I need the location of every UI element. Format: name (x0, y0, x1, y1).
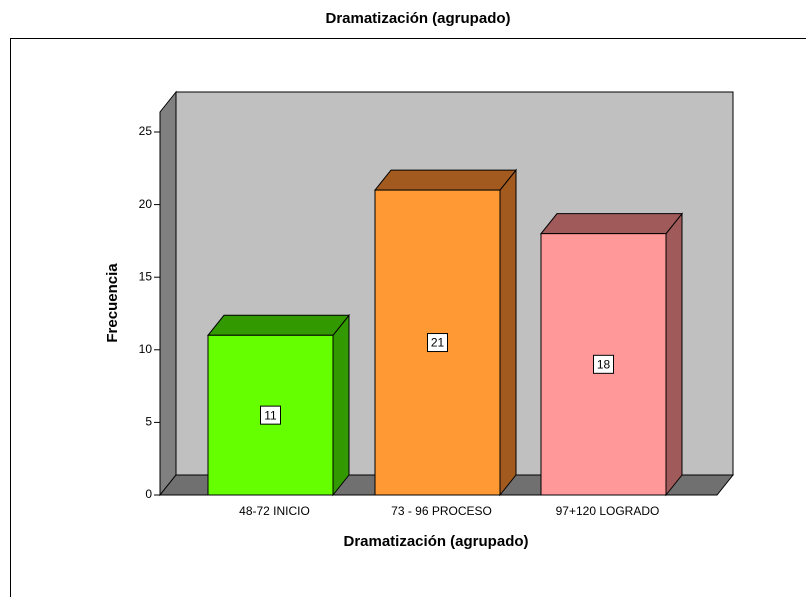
bar-side (666, 214, 682, 495)
x-tick-label: 97+120 LOGRADO (556, 504, 660, 518)
y-tick-label: 10 (139, 342, 153, 356)
y-tick-label: 20 (139, 197, 153, 211)
bar-side (500, 170, 516, 495)
bar-top (208, 315, 349, 335)
x-tick-label: 73 - 96 PROCESO (391, 504, 492, 518)
bar-side (333, 315, 349, 495)
value-label: 11 (264, 408, 277, 422)
x-axis-title: Dramatización (agrupado) (343, 533, 528, 550)
y-axis-title: Frecuencia (104, 263, 121, 343)
bar-top (541, 214, 682, 234)
value-label: 21 (431, 336, 445, 350)
y-tick-label: 5 (145, 415, 152, 429)
bar-top (375, 170, 516, 190)
left-wall (160, 92, 176, 495)
x-tick-label: 48-72 INICIO (239, 504, 310, 518)
y-tick-label: 15 (139, 269, 153, 283)
value-label: 18 (597, 357, 611, 371)
y-tick-label: 25 (139, 124, 153, 138)
y-tick-label: 0 (145, 487, 152, 501)
chart-title: Dramatización (agrupado) (325, 10, 510, 27)
